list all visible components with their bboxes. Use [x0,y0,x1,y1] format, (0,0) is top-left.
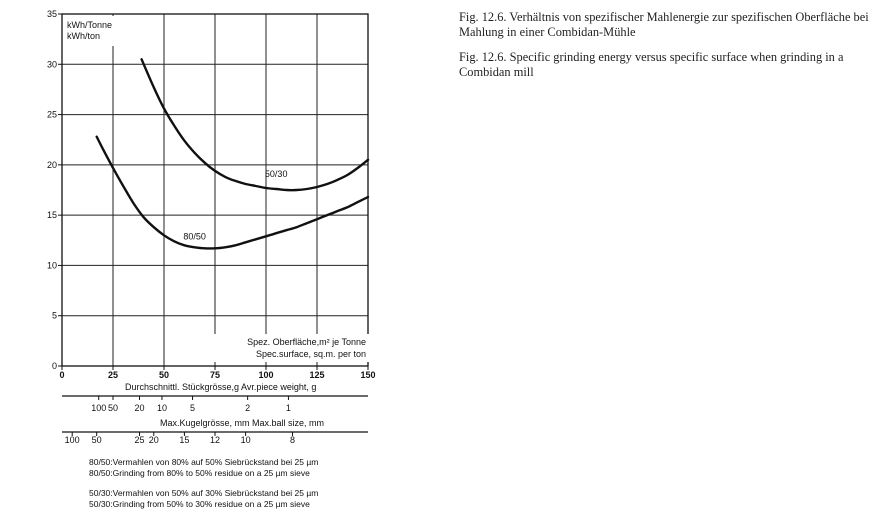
series-label-80-50: 80/50 [183,231,206,241]
scale-tick-label-piece-weight: 50 [108,403,118,413]
xlabel-backdrop [207,334,370,362]
scale-tick-label-ball-size: 15 [179,435,189,445]
scale-tick-label-piece-weight: 20 [135,403,145,413]
ylabel-backdrop [64,16,130,46]
scale-tick-label-ball-size: 8 [290,435,295,445]
scale-tick-label-ball-size: 25 [135,435,145,445]
scale-tick-label-ball-size: 100 [65,435,80,445]
scale-tick-label-ball-size: 20 [149,435,159,445]
caption-german: Fig. 12.6. Verhältnis von spezifischer M… [459,10,869,39]
x-axis-label-de: Spez. Oberfläche,m² je Tonne [247,337,366,347]
x-axis-label-en: Spec.surface, sq.m. per ton [256,349,366,359]
y-tick-label-15: 15 [47,210,57,220]
scale-tick-label-piece-weight: 100 [91,403,106,413]
series-line-80-50 [95,135,370,250]
caption-english: Fig. 12.6. Specific grinding energy vers… [459,50,844,79]
y-tick-label-10: 10 [47,260,57,270]
x-tick-label-75: 75 [210,370,220,380]
scale-tick-label-piece-weight: 5 [190,403,195,413]
x-tick-label-125: 125 [309,370,324,380]
chart-grid [62,14,368,366]
x-tick-label-50: 50 [159,370,169,380]
scale-tick-label-ball-size: 12 [210,435,220,445]
y-tick-label-35: 35 [47,9,57,19]
x-tick-label-0: 0 [59,370,64,380]
scale-tick-label-piece-weight: 2 [245,403,250,413]
series-line-50-30 [140,58,370,192]
scale-tick-label-ball-size: 10 [241,435,251,445]
y-tick-label-20: 20 [47,160,57,170]
y-tick-label-25: 25 [47,110,57,120]
y-tick-label-0: 0 [52,361,57,371]
y-axis-label-en: kWh/ton [67,31,100,41]
scale-tick-label-piece-weight: 10 [157,403,167,413]
x-tick-label-100: 100 [258,370,273,380]
y-tick-label-30: 30 [47,59,57,69]
chart-ticks: 0 5 10 15 20 25 30 35 0 25 50 75 100 125 150 [47,9,376,380]
scale-piece-weight-title: Durchschnittl. Stückgrösse,g Avr.piece w… [125,382,316,392]
scale-tick-label-piece-weight: 1 [286,403,291,413]
footnote-80-50-de: 80/50:Vermahlen von 80% auf 50% Siebrück… [89,457,318,467]
y-tick-label-5: 5 [52,311,57,321]
footnote-50-30-en: 50/30:Grinding from 50% to 30% residue o… [89,499,310,509]
footnote-80-50-en: 80/50:Grinding from 80% to 50% residue o… [89,468,310,478]
footnote-50-30-de: 50/30:Vermahlen von 50% auf 30% Siebrück… [89,488,318,498]
series-label-50-30: 50/30 [265,169,288,179]
x-tick-label-150: 150 [360,370,375,380]
figure-captions: Fig. 12.6. Verhältnis von spezifischer M… [459,10,884,90]
y-axis-label-de: kWh/Tonne [67,20,112,30]
scale-tick-label-ball-size: 50 [92,435,102,445]
scale-ball-size-title: Max.Kugelgrösse, mm Max.ball size, mm [160,418,324,428]
chart-series: 50/30 80/50 [95,58,370,250]
x-tick-label-25: 25 [108,370,118,380]
